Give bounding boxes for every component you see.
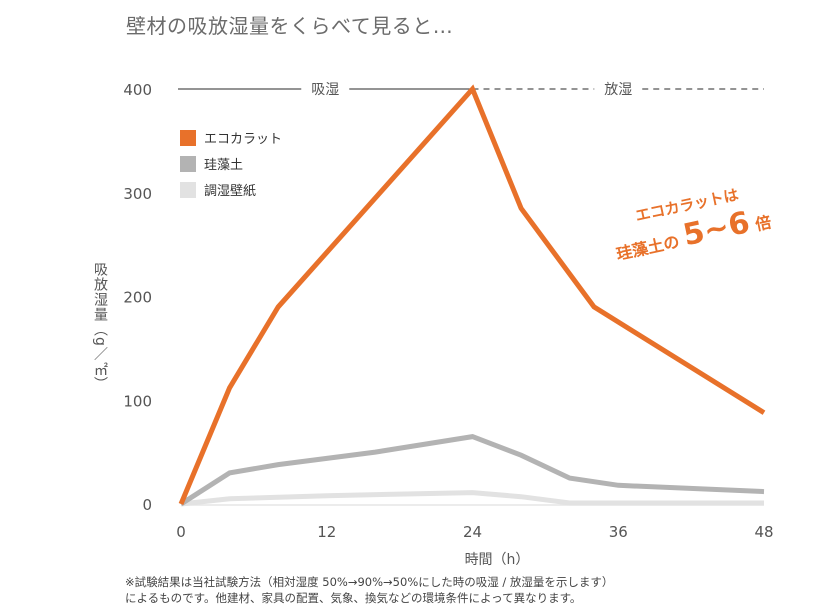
footnote-line2: によるものです。他建材、家具の配置、気象、換気などの環境条件によって異なります。: [125, 591, 582, 605]
series-line: [179, 434, 765, 507]
legend-swatch: [180, 130, 196, 146]
chart-annotation: エコカラットは 珪藻土の 5~6 倍: [615, 186, 774, 264]
series-lines: [178, 84, 766, 507]
series-line: [178, 84, 766, 505]
series-line: [180, 490, 764, 507]
annotation-line2-suffix: 倍: [754, 212, 774, 234]
legend-swatch: [180, 182, 196, 198]
phase-indicator: 吸湿 放湿: [178, 82, 764, 98]
chart-axes: 0 100 200 300 400 0 12 24 36 48 時間（h） 吸放湿量（g／㎡）: [92, 81, 774, 568]
y-axis-label: 吸放湿量（g／㎡）: [92, 262, 108, 392]
y-tick-label: 100: [123, 392, 152, 410]
legend-label: 調湿壁紙: [204, 184, 256, 199]
legend-label: 珪藻土: [204, 158, 243, 173]
y-tick-label: 400: [123, 81, 152, 99]
phase-label: 吸湿: [311, 82, 339, 98]
chart-title: 壁材の吸放湿量をくらべて見ると…: [126, 14, 454, 38]
phase-label: 放湿: [604, 82, 632, 98]
x-tick-label: 48: [754, 523, 773, 541]
y-tick-label: 200: [123, 289, 152, 307]
legend-swatch: [180, 156, 196, 172]
x-tick-label: 0: [176, 523, 186, 541]
x-tick-label: 24: [463, 523, 482, 541]
x-tick-label: 12: [317, 523, 336, 541]
annotation-line2-prefix: 珪藻土の: [615, 232, 682, 264]
x-tick-label: 36: [609, 523, 628, 541]
y-tick-label: 300: [123, 185, 152, 203]
footnote: ※試験結果は当社試験方法（相対湿度 50%→90%→50%にした時の吸湿 / 放…: [125, 574, 613, 606]
legend-label: エコカラット: [204, 132, 282, 147]
y-tick-label: 0: [142, 496, 152, 514]
footnote-line1: ※試験結果は当社試験方法（相対湿度 50%→90%→50%にした時の吸湿 / 放…: [125, 575, 614, 589]
x-axis-label: 時間（h）: [465, 552, 530, 568]
